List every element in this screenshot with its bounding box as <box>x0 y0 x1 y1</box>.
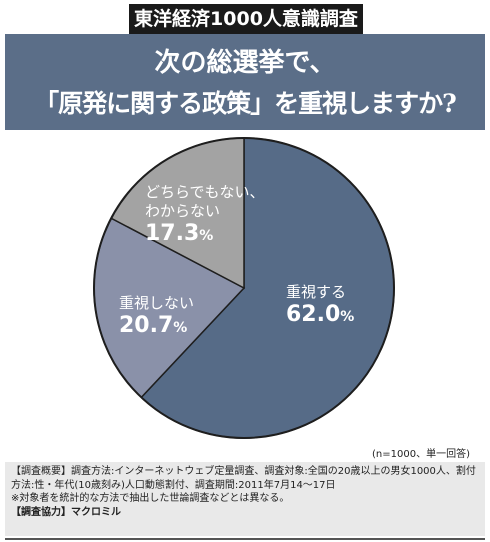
slice-name-1: 重視しない <box>119 294 195 312</box>
question-banner: 次の総選挙で、 「原発に関する政策」を重視しますか? <box>5 34 485 130</box>
survey-overview: 【調査概要】調査方法:インターネットウェブ定量調査、調査対象:全国の20歳以上の… <box>5 462 485 536</box>
slice-name-0: 重視する <box>286 283 347 301</box>
slice-value-2: 17.3% <box>145 221 214 246</box>
slice-name-2b: わからない <box>145 202 221 220</box>
sample-note: (n=1000、単一回答) <box>372 449 470 460</box>
pie-outline <box>93 137 395 439</box>
survey-line-2: 方法:性・年代(10歳刻み)人口動態割付、調査期間:2011年7月14〜17日 <box>11 479 336 491</box>
question-line-1: 次の総選挙で、 <box>154 48 336 78</box>
survey-line-3: ※対象者を統計的な方法で抽出した世論調査などとは異なる。 <box>11 493 290 504</box>
series-badge: 東洋経済1000人意識調査 <box>129 4 363 34</box>
slice-value-1: 20.7% <box>119 313 188 338</box>
slice-value-0: 62.0% <box>286 302 355 327</box>
slice-label-2: どちらでもない、 わからない 17.3% <box>145 183 265 249</box>
slice-label-1: 重視しない 20.7% <box>119 294 194 341</box>
slice-name-2a: どちらでもない、 <box>145 183 265 201</box>
slice-label-0: 重視する 62.0% <box>286 283 354 330</box>
question-line-2: 「原発に関する政策」を重視しますか? <box>34 89 457 118</box>
survey-collaborator: 【調査協力】マクロミル <box>11 506 121 518</box>
survey-line-1: 【調査概要】調査方法:インターネットウェブ定量調査、調査対象:全国の20歳以上の… <box>11 466 476 477</box>
bottom-rule <box>5 538 485 540</box>
